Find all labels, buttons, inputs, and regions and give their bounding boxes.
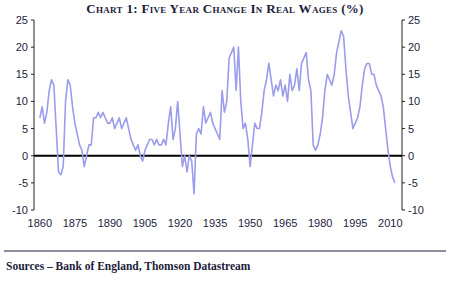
y-tick <box>402 74 405 75</box>
y-tick-label: -10 <box>408 204 424 216</box>
x-tick-label: 1935 <box>203 217 227 229</box>
y-tick <box>402 20 405 21</box>
x-tick-label: 2010 <box>378 217 402 229</box>
x-tick-label: 1965 <box>273 217 297 229</box>
title: Chart 1: Five Year Change In Real Wages … <box>86 1 363 16</box>
y-tick <box>402 47 405 48</box>
y-tick <box>402 101 405 102</box>
y-tick <box>402 210 405 211</box>
y-tick-label: 10 <box>16 95 28 107</box>
x-tick-label: 1995 <box>343 217 367 229</box>
y-tick-label: 5 <box>22 123 28 135</box>
y-tick <box>402 128 405 129</box>
x-tick-label: 1860 <box>28 217 52 229</box>
x-tick-label: 1920 <box>168 217 192 229</box>
y-tick-label: 25 <box>16 14 28 26</box>
x-tick-label: 1875 <box>63 217 87 229</box>
y-tick-label: 20 <box>16 41 28 53</box>
plot-area <box>40 31 395 194</box>
y-tick <box>31 155 34 156</box>
y-tick-label: -5 <box>408 177 418 189</box>
x-tick-label: 1890 <box>98 217 122 229</box>
y-tick-label: 15 <box>16 68 28 80</box>
y-tick <box>31 20 34 21</box>
y-tick-label: 10 <box>408 95 420 107</box>
y-tick-label: 0 <box>408 150 414 162</box>
y-tick <box>31 210 34 211</box>
zero-line <box>34 155 402 157</box>
y-tick <box>31 128 34 129</box>
y-axis-left <box>34 20 35 210</box>
y-tick <box>31 74 34 75</box>
x-tick-label: 1980 <box>308 217 332 229</box>
x-tick-label: 1950 <box>238 217 262 229</box>
y-tick <box>402 182 405 183</box>
y-tick <box>31 182 34 183</box>
y-tick-label: 5 <box>408 123 414 135</box>
separator <box>4 251 446 252</box>
y-axis-right <box>402 20 403 210</box>
y-tick <box>402 155 405 156</box>
y-tick <box>31 101 34 102</box>
x-tick-label: 1905 <box>133 217 157 229</box>
y-tick-label: 15 <box>408 68 420 80</box>
y-tick-label: -10 <box>12 204 28 216</box>
y-tick <box>31 47 34 48</box>
y-tick-label: 20 <box>408 41 420 53</box>
source: Sources – Bank of England, Thomson Datas… <box>6 260 251 273</box>
y-tick-label: -5 <box>18 177 28 189</box>
y-tick-label: 25 <box>408 14 420 26</box>
series-line <box>40 31 395 194</box>
y-tick-label: 0 <box>22 150 28 162</box>
chart: Chart 1: Five Year Change In Real Wages … <box>0 0 450 285</box>
